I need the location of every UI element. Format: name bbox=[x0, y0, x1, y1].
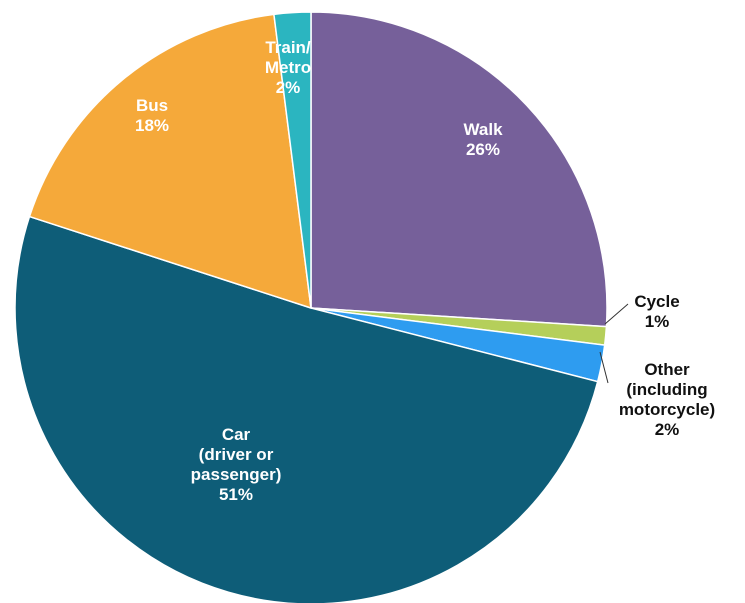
category-label: Bus bbox=[135, 96, 169, 115]
slice-label: Train/ Metro 2% bbox=[265, 38, 311, 98]
value-label: 2% bbox=[654, 420, 680, 439]
category-label: Train/ Metro bbox=[264, 38, 312, 77]
slice-label: Bus 18% bbox=[135, 96, 169, 136]
pie-slice bbox=[310, 11, 608, 328]
slice-label: Walk 26% bbox=[463, 120, 502, 160]
value-label: 1% bbox=[644, 312, 670, 331]
value-label: 26% bbox=[465, 140, 501, 159]
pie-slice bbox=[14, 215, 599, 603]
pie-slice bbox=[28, 13, 312, 310]
leader-line bbox=[599, 351, 609, 384]
slice-label: Car (driver or passenger) 51% bbox=[191, 425, 282, 505]
value-label: 2% bbox=[275, 78, 301, 97]
pie-slice bbox=[273, 11, 312, 309]
slice-label: Cycle 1% bbox=[634, 292, 679, 332]
category-label: Walk bbox=[463, 120, 503, 139]
leader-line bbox=[604, 303, 629, 325]
value-label: 18% bbox=[134, 116, 170, 135]
slice-label: Other (including motorcycle) 2% bbox=[619, 360, 715, 440]
value-label: 51% bbox=[218, 485, 254, 504]
category-label: Cycle bbox=[634, 292, 680, 311]
category-label: Other (including motorcycle) bbox=[618, 360, 716, 419]
category-label: Car (driver or passenger) bbox=[190, 425, 282, 484]
